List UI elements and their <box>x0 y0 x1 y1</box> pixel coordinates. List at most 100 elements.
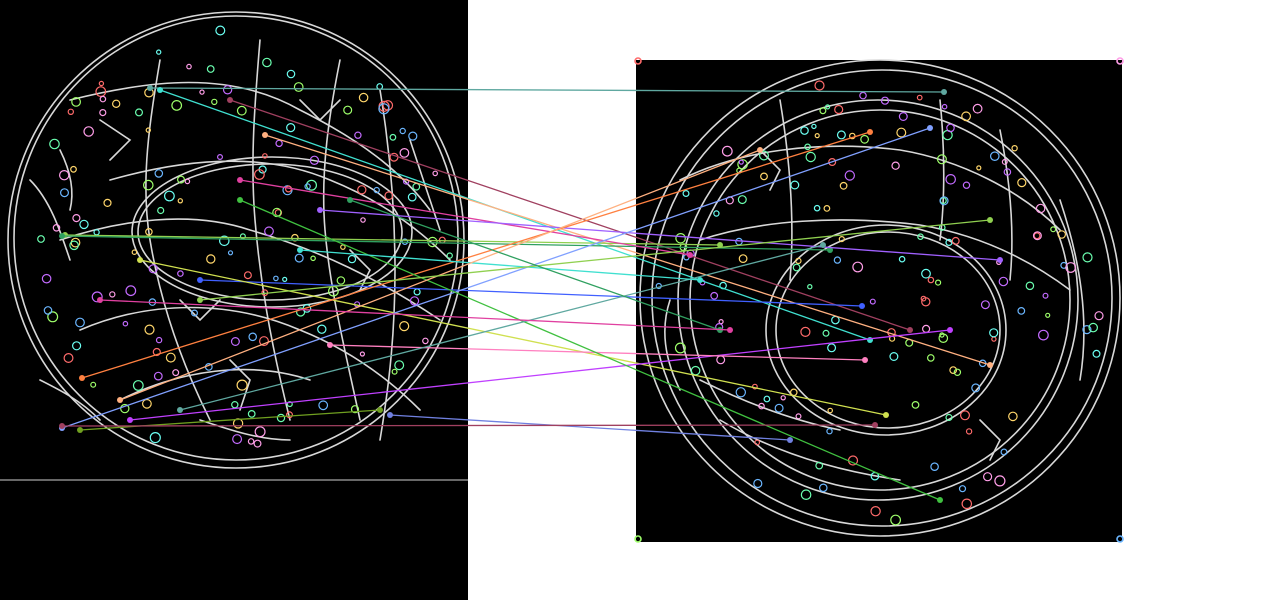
left-keypoint <box>230 337 240 347</box>
match-endpoint <box>262 132 268 138</box>
left-keypoint <box>384 191 394 201</box>
left-keypoint <box>389 133 397 141</box>
match-endpoint <box>377 407 383 413</box>
match-endpoint <box>59 423 65 429</box>
right-keypoint <box>795 413 802 420</box>
right-keypoint <box>824 104 831 110</box>
right-keypoint <box>758 402 765 410</box>
right-keypoint <box>911 401 920 409</box>
right-keypoint <box>972 103 983 114</box>
left-keypoint <box>357 185 367 195</box>
match-endpoint <box>347 197 353 203</box>
right-edge-map <box>639 59 1121 537</box>
right-keypoint <box>917 233 924 241</box>
match-endpoint <box>947 327 953 333</box>
left-keypoint <box>399 321 410 332</box>
left-keypoint <box>293 82 304 92</box>
right-image-panel <box>636 60 1122 542</box>
match-endpoint <box>820 242 826 248</box>
right-keypoint <box>758 150 769 161</box>
left-keypoint <box>153 371 163 381</box>
match-lines <box>59 85 1003 503</box>
left-keypoint <box>286 69 296 79</box>
right-keypoint <box>1082 252 1093 263</box>
left-keypoint <box>391 368 398 375</box>
match-line <box>61 235 831 251</box>
left-keypoints <box>37 25 453 448</box>
right-keypoint <box>805 151 816 163</box>
right-keypoint <box>818 483 828 493</box>
left-keypoint <box>71 96 81 107</box>
right-keypoint <box>976 165 982 171</box>
match-line <box>64 234 721 246</box>
left-keypoint <box>199 89 205 95</box>
left-keypoint <box>347 254 357 264</box>
right-keypoint <box>753 478 763 489</box>
left-keypoint <box>211 98 218 106</box>
match-endpoint <box>227 97 233 103</box>
left-keypoint <box>155 49 162 55</box>
left-keypoint <box>171 99 183 111</box>
left-keypoint <box>422 337 429 345</box>
left-keypoint <box>172 369 180 377</box>
left-keypoint <box>125 285 137 297</box>
right-keypoint <box>880 96 890 105</box>
right-keypoint <box>946 123 955 133</box>
right-keypoint <box>826 428 833 435</box>
right-keypoint <box>792 263 801 272</box>
match-endpoint <box>859 303 865 309</box>
left-keypoint <box>262 153 268 159</box>
match-endpoint <box>717 242 723 248</box>
right-keypoint <box>763 395 771 403</box>
right-keypoint <box>1094 311 1104 321</box>
left-keypoint <box>427 236 438 248</box>
left-keypoint <box>148 264 158 274</box>
left-keypoint <box>253 439 262 448</box>
right-keypoint <box>994 475 1006 487</box>
left-keypoint <box>79 219 89 230</box>
right-keypoint <box>827 343 837 353</box>
match-line <box>129 329 951 421</box>
right-keypoint <box>827 407 834 414</box>
left-keypoint <box>340 244 346 250</box>
match-endpoint <box>79 375 85 381</box>
left-keypoint <box>67 108 75 116</box>
match-line <box>139 259 887 416</box>
right-keypoint <box>811 123 817 130</box>
right-keypoint <box>852 261 864 273</box>
match-endpoint <box>883 412 889 418</box>
match-line <box>119 149 761 401</box>
left-keypoint <box>217 154 224 161</box>
right-keypoint <box>926 354 935 362</box>
match-endpoint <box>827 247 833 253</box>
left-keypoint <box>360 217 366 223</box>
match-endpoint <box>77 427 83 433</box>
right-keypoint <box>1045 312 1051 318</box>
match-endpoint <box>387 412 393 418</box>
right-keypoint <box>934 279 942 286</box>
right-keypoint <box>800 489 812 500</box>
match-endpoint <box>757 147 763 153</box>
left-keypoint <box>186 63 192 70</box>
left-keypoint <box>99 95 107 103</box>
left-keypoint <box>206 254 216 264</box>
right-keypoint <box>890 514 901 526</box>
right-keypoint <box>896 127 907 138</box>
left-keypoint <box>236 105 247 116</box>
match-line <box>229 99 911 331</box>
left-keypoint <box>264 226 274 237</box>
right-keypoint <box>965 428 973 435</box>
left-keypoint <box>318 400 329 411</box>
left-keypoint <box>163 190 175 202</box>
left-keypoint <box>143 179 154 191</box>
left-keypoint <box>227 250 234 256</box>
match-endpoint <box>862 357 868 363</box>
match-endpoint <box>727 327 733 333</box>
match-endpoint <box>787 437 793 443</box>
left-keypoint <box>232 434 243 445</box>
right-keypoint <box>833 256 842 264</box>
left-keypoint <box>149 432 161 444</box>
left-keypoint <box>231 401 239 409</box>
left-keypoint <box>446 252 453 259</box>
